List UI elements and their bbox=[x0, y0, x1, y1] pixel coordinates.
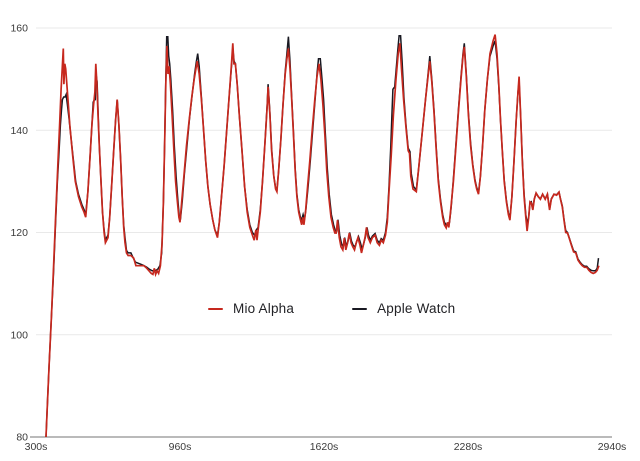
series-line-mio-alpha bbox=[45, 34, 600, 438]
y-tick-label-100: 100 bbox=[10, 329, 28, 341]
x-tick-label-300s: 300s bbox=[25, 441, 48, 453]
x-tick-label-1620s: 1620s bbox=[310, 441, 339, 453]
y-tick-label-160: 160 bbox=[10, 23, 28, 35]
y-tick-label-120: 120 bbox=[10, 227, 28, 239]
y-tick-label-140: 140 bbox=[10, 125, 28, 137]
x-tick-label-960s: 960s bbox=[169, 441, 192, 453]
x-tick-label-2280s: 2280s bbox=[454, 441, 483, 453]
x-tick-label-2940s: 2940s bbox=[598, 441, 627, 453]
y-tick-label-80: 80 bbox=[16, 432, 28, 444]
